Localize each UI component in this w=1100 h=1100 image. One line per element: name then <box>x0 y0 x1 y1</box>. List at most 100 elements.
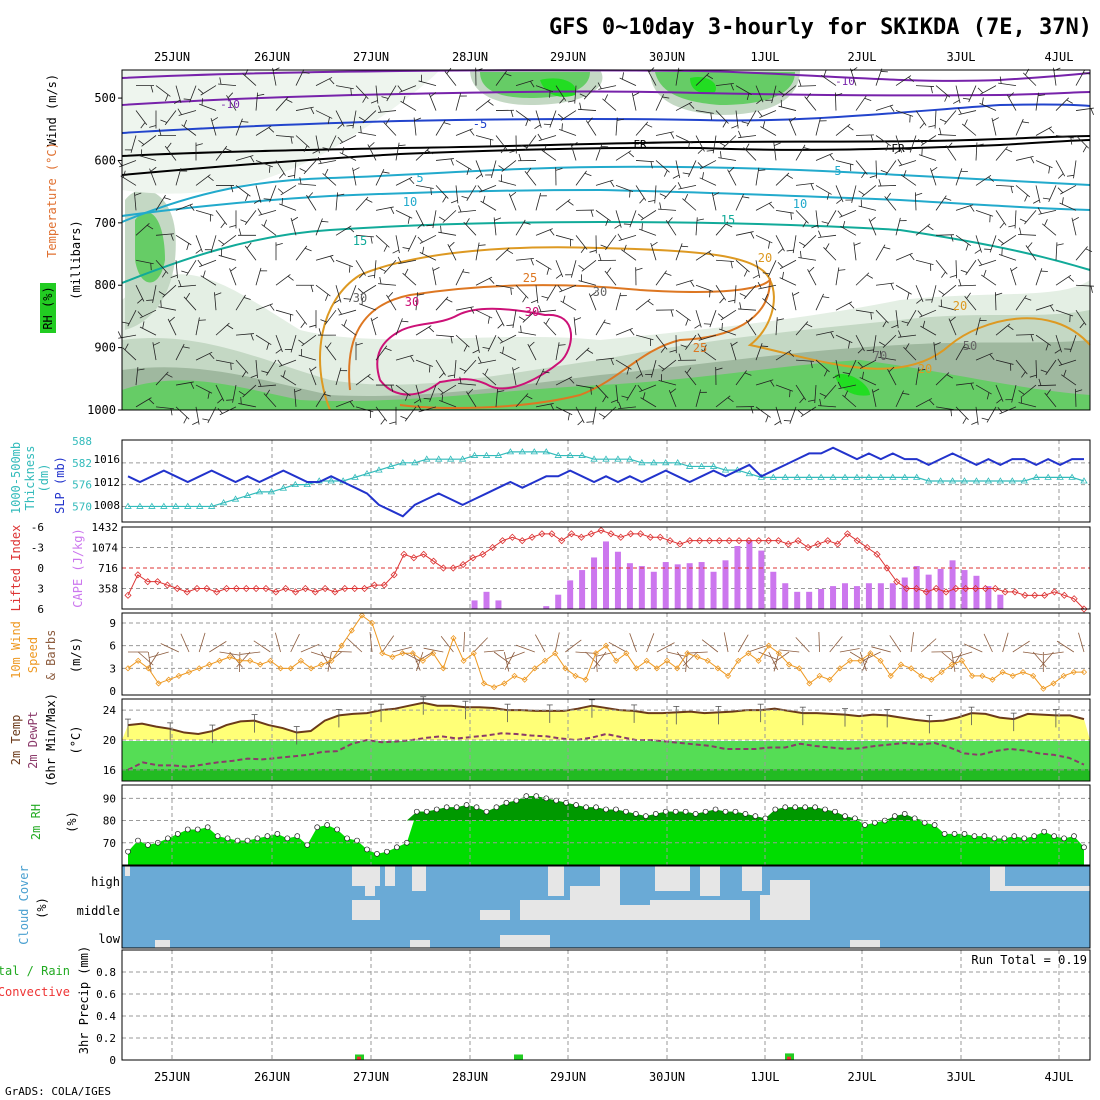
li-marker <box>144 578 152 586</box>
thickness-marker <box>924 477 933 484</box>
wind-barb-feather <box>358 116 366 122</box>
wind-barb-feather <box>906 292 910 300</box>
wind-barb-feather <box>981 97 984 105</box>
wind-barb-feather <box>837 381 842 389</box>
wind-barb-feather <box>298 339 305 345</box>
wind-barb-feather <box>858 190 865 196</box>
wind-barb-feather <box>752 274 760 279</box>
wind-barb-feather <box>996 398 1003 404</box>
wind10-marker <box>633 665 640 672</box>
wind10-barb <box>768 651 779 671</box>
li-marker <box>331 588 339 596</box>
wind-barb-feather <box>360 125 362 133</box>
cape-bar <box>614 551 621 609</box>
wind-barb <box>232 384 237 403</box>
thickness-marker <box>829 473 837 480</box>
thickness-marker <box>219 499 228 506</box>
wind-barb-feather <box>806 92 811 100</box>
wind-barb-feather <box>1042 197 1050 200</box>
dewpt-band-dark <box>122 769 1090 781</box>
wind-barb-feather <box>939 118 947 123</box>
temp2m-label-c: (6hr Min/Max) <box>44 693 58 787</box>
wind10-barb <box>137 651 154 666</box>
wind-barb-feather <box>1066 174 1074 177</box>
temp2m-unit: (°C) <box>69 726 83 755</box>
temp2m-fill <box>122 702 1090 740</box>
thickness-marker <box>482 451 491 458</box>
thickness-marker <box>327 477 335 484</box>
wind-barb-feather <box>851 67 858 72</box>
wind-barb-feather <box>963 346 971 350</box>
wind10-tick: 0 <box>109 685 116 698</box>
wind-barb-feather <box>709 290 711 298</box>
cape-tick: 1074 <box>92 542 119 555</box>
wind-barb-feather <box>610 180 615 188</box>
wind10-marker <box>1009 672 1016 679</box>
wind-barb-feather <box>902 392 910 395</box>
li-marker <box>666 537 674 545</box>
wind-barb-feather <box>348 265 351 273</box>
slp-thickness-panel: 588 582 576 570 1016 1012 1008 1000-500mb Thic… <box>9 435 1091 523</box>
cape-bar <box>830 586 837 609</box>
li-marker <box>1001 588 1009 596</box>
wind-barb <box>235 155 254 161</box>
cloud-gap <box>520 900 570 920</box>
wind10-marker <box>867 650 874 657</box>
wind-barb-feather <box>597 82 602 89</box>
rh2m-marker <box>354 837 360 844</box>
wind-barb-feather <box>549 90 551 98</box>
wind-barb <box>855 334 865 352</box>
cape-bar <box>973 575 980 609</box>
cape-bar <box>722 560 729 609</box>
upper-label-rh: RH (%) <box>41 286 55 329</box>
wind-barb-feather <box>889 105 895 112</box>
wind-barb-feather <box>578 265 585 270</box>
wind-barb-feather <box>670 132 675 139</box>
wind-barb <box>665 220 677 236</box>
thickness-tick: 570 <box>72 500 92 513</box>
wind10-marker <box>643 657 650 664</box>
thickness-marker <box>972 477 981 484</box>
rh2m-marker <box>941 831 948 837</box>
wind-barb-feather <box>183 416 188 424</box>
li-marker <box>193 584 201 593</box>
wind-barb-feather <box>878 341 886 346</box>
wind-barb-feather <box>290 136 293 144</box>
wind10-marker <box>938 669 945 676</box>
wind-barb <box>715 285 727 301</box>
wind-barb-feather <box>389 421 397 425</box>
thickness-marker <box>243 491 252 498</box>
wind-barb <box>898 160 917 167</box>
thickness-label-c: (dm) <box>37 464 51 493</box>
wind10-barb <box>369 632 373 653</box>
rh2m-marker <box>752 813 759 819</box>
wind-barb-feather <box>697 162 704 168</box>
wind10-marker <box>806 680 813 687</box>
wind-barb-feather <box>402 247 410 250</box>
cloud-unit: (%) <box>35 897 49 919</box>
wind-barb-feather <box>426 224 434 227</box>
cape-bar <box>901 577 908 609</box>
wind-barb-feather <box>696 218 704 221</box>
thickness-marker <box>255 488 264 495</box>
thickness-marker <box>518 448 527 455</box>
wind-barb <box>272 67 277 86</box>
wind-barb-feather <box>450 336 453 344</box>
li-marker <box>518 537 526 545</box>
rh2m-marker <box>254 835 261 842</box>
contour-label: 20 <box>953 299 967 313</box>
rh2m-tick: 90 <box>103 792 116 805</box>
wind10-barb <box>862 651 871 671</box>
li-marker <box>341 584 349 593</box>
wind10-barb <box>331 650 352 653</box>
wind-barb-feather <box>438 372 445 379</box>
wind-barb-feather <box>287 275 294 281</box>
thickness-marker <box>1020 477 1028 484</box>
wind-barb-feather <box>285 99 293 103</box>
cape-bars <box>471 540 1004 609</box>
wind-barb-feather <box>358 272 365 279</box>
wind-barb-feather <box>712 192 720 197</box>
wind-barb-feather <box>413 399 421 404</box>
precip-label-a: Total / Rain <box>0 964 70 978</box>
wind-barb-feather <box>616 118 624 121</box>
